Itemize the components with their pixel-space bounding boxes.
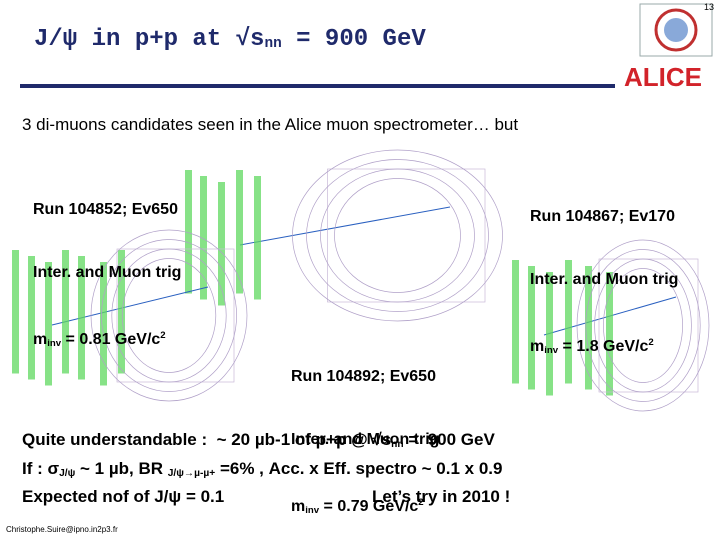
mass-value: = 1.8 GeV/c — [558, 338, 649, 355]
logo-ring — [654, 8, 698, 52]
mass-value: = 0.79 GeV/c — [319, 498, 419, 515]
summary-text: =6% , Acc. x Eff. spectro ~ 0.1 x 0.9 — [215, 459, 503, 478]
detector-wire — [320, 168, 475, 303]
detector-frame — [327, 168, 486, 303]
hit-bar — [200, 176, 207, 300]
mass-sup: 2 — [648, 337, 654, 348]
summary-sub: J/ψ — [59, 468, 76, 479]
run-id: Run 104852; Ev650 — [33, 201, 178, 218]
detector-wire — [334, 178, 461, 293]
detector-wire — [121, 258, 217, 373]
mass-value: = 0.81 GeV/c — [61, 331, 161, 348]
trigger: Inter. and Muon trig — [530, 271, 679, 288]
intro: 3 di-muons candidates seen in the Alice … — [22, 115, 519, 134]
detector-wire — [90, 229, 248, 402]
trigger: Inter. and Muon trig — [33, 264, 182, 281]
detector-wire — [603, 268, 683, 383]
summary-line: If : σJ/ψ ~ 1 µb, BR J/ψ→µ-µ+ =6% , Acc.… — [22, 459, 502, 479]
detector-wire — [594, 258, 692, 393]
hit-bar — [512, 260, 519, 384]
hit-bar — [185, 170, 192, 294]
title-text: J/ψ in p+p at √s — [34, 26, 265, 53]
title-text: = 900 GeV — [281, 26, 426, 53]
hit-bar — [62, 250, 69, 374]
summary-sub: nn — [391, 439, 404, 450]
hit-bar — [100, 262, 107, 386]
trigger: Inter. and Muon trig — [291, 431, 440, 448]
mass: minv = 0.79 GeV/c2 — [291, 492, 439, 521]
mass-symbol: m — [33, 331, 48, 348]
slide-number: 13 — [703, 2, 714, 12]
summary-line: Quite understandable : ~ 20 µb-1 of p+p … — [22, 430, 495, 450]
event-label: Run 104867; Ev170 Inter. and Muon trig m… — [530, 164, 678, 403]
summary-line: Expected nof of J/ψ = 0.1 Let’s try in 20… — [22, 487, 510, 507]
mass-sub: inv — [47, 338, 62, 349]
hit-bar — [254, 176, 261, 300]
hit-bar — [12, 250, 19, 374]
detector-frame — [598, 258, 699, 393]
hit-bar — [546, 272, 553, 396]
title-subscript: nn — [264, 36, 282, 52]
hit-bar — [528, 266, 535, 390]
hit-bar — [565, 260, 572, 384]
mass: minv = 1.8 GeV/c2 — [530, 332, 678, 361]
logo-core — [664, 18, 688, 42]
detector-wire — [576, 239, 710, 412]
hit-bar — [45, 262, 52, 386]
mass-sub: inv — [305, 505, 320, 516]
mass-symbol: m — [291, 498, 306, 515]
detector-wire — [101, 239, 237, 392]
summary-text: If : σ — [22, 459, 60, 478]
detector-wire — [292, 149, 503, 322]
hit-bar — [585, 266, 592, 390]
mass-sup: 2 — [160, 330, 166, 341]
event-label: Run 104892; Ev650 Inter. and Muon trig m… — [291, 324, 439, 540]
summary-text: Expected nof of J/ψ = 0.1 — [22, 487, 225, 506]
footer: Christophe.Suire@ipno.in2p3.fr — [6, 525, 118, 534]
logo-text: ALICE — [624, 62, 702, 92]
hit-bar — [118, 250, 125, 374]
hit-bar — [28, 256, 35, 380]
summary-text: Quite understandable : ~ 20 µb-1 of p+p … — [22, 430, 392, 449]
hit-bar — [78, 256, 85, 380]
title-rule — [20, 84, 615, 88]
summary-sub: J/ψ→µ-µ+ — [167, 468, 216, 479]
summary-text: ~ 1 µb, BR — [75, 459, 168, 478]
summary-text: = 900 GeV — [403, 430, 495, 449]
detector-frame — [116, 248, 235, 383]
mass-sub: inv — [544, 345, 559, 356]
detector-wire — [585, 249, 701, 402]
hit-bar — [606, 272, 613, 396]
run-id: Run 104892; Ev650 — [291, 368, 436, 385]
hit-bar — [218, 182, 225, 306]
event-label: Run 104852; Ev650 Inter. and Muon trig m… — [33, 157, 181, 396]
run-id: Run 104867; Ev170 — [530, 208, 675, 225]
track — [239, 206, 451, 246]
mass: minv = 0.81 GeV/c2 — [33, 325, 181, 354]
mass-symbol: m — [530, 338, 545, 355]
summary-text: Let’s try in 2010 ! — [372, 487, 511, 506]
detector-wire — [306, 159, 489, 312]
slide-title: J/ψ in p+p at √snn = 900 GeV — [34, 26, 426, 53]
mass-sup: 2 — [418, 497, 424, 508]
detector-wire — [111, 248, 227, 383]
hit-bar — [236, 170, 243, 294]
